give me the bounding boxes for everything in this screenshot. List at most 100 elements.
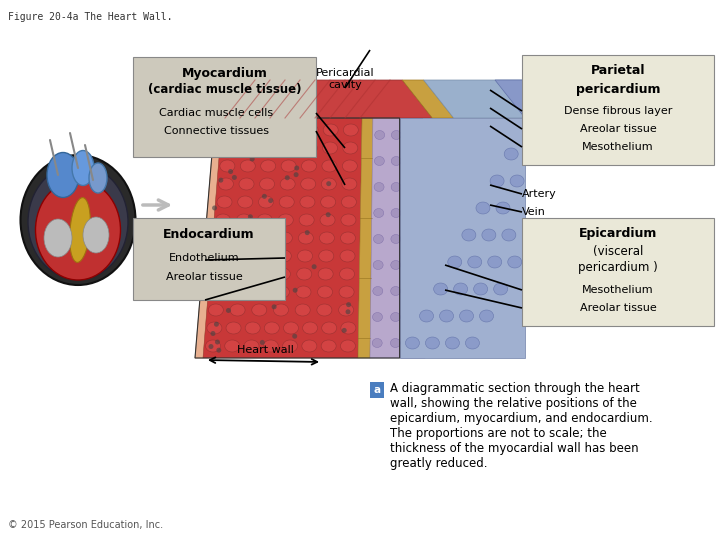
Ellipse shape bbox=[210, 286, 225, 298]
Ellipse shape bbox=[274, 304, 289, 316]
Ellipse shape bbox=[264, 340, 279, 352]
Text: Areolar tissue: Areolar tissue bbox=[166, 272, 243, 282]
Circle shape bbox=[292, 288, 297, 293]
Ellipse shape bbox=[426, 337, 439, 349]
Ellipse shape bbox=[47, 152, 79, 198]
Ellipse shape bbox=[254, 268, 269, 280]
Circle shape bbox=[250, 248, 255, 253]
Text: (cardiac muscle tissue): (cardiac muscle tissue) bbox=[148, 84, 301, 97]
Ellipse shape bbox=[282, 340, 297, 352]
Ellipse shape bbox=[408, 313, 418, 321]
Ellipse shape bbox=[494, 283, 508, 295]
Ellipse shape bbox=[391, 157, 401, 165]
Ellipse shape bbox=[302, 160, 317, 172]
Circle shape bbox=[246, 252, 251, 257]
Ellipse shape bbox=[408, 131, 418, 139]
Ellipse shape bbox=[322, 322, 337, 334]
Ellipse shape bbox=[240, 160, 256, 172]
Ellipse shape bbox=[320, 232, 334, 244]
Text: Mesothelium: Mesothelium bbox=[582, 142, 654, 152]
Text: Pericardial
cavity: Pericardial cavity bbox=[315, 68, 374, 90]
Polygon shape bbox=[495, 80, 554, 118]
Ellipse shape bbox=[35, 180, 120, 280]
Ellipse shape bbox=[283, 124, 298, 136]
Ellipse shape bbox=[321, 178, 336, 190]
Ellipse shape bbox=[433, 283, 448, 295]
Ellipse shape bbox=[342, 178, 357, 190]
Ellipse shape bbox=[448, 256, 462, 268]
Ellipse shape bbox=[299, 214, 314, 226]
Ellipse shape bbox=[28, 165, 128, 280]
Ellipse shape bbox=[340, 250, 355, 262]
Ellipse shape bbox=[338, 304, 354, 316]
Ellipse shape bbox=[295, 304, 310, 316]
Ellipse shape bbox=[462, 229, 476, 241]
Ellipse shape bbox=[70, 198, 90, 262]
Ellipse shape bbox=[242, 142, 256, 154]
Ellipse shape bbox=[391, 183, 401, 192]
Circle shape bbox=[235, 246, 240, 251]
Ellipse shape bbox=[302, 340, 317, 352]
Text: Cardiac muscle cells: Cardiac muscle cells bbox=[159, 108, 274, 118]
Ellipse shape bbox=[343, 124, 359, 136]
Ellipse shape bbox=[284, 322, 299, 334]
Ellipse shape bbox=[235, 232, 250, 244]
Ellipse shape bbox=[275, 268, 290, 280]
Ellipse shape bbox=[341, 196, 356, 208]
Ellipse shape bbox=[252, 304, 267, 316]
Ellipse shape bbox=[217, 196, 232, 208]
Circle shape bbox=[312, 264, 317, 269]
Circle shape bbox=[210, 331, 215, 336]
Ellipse shape bbox=[391, 208, 401, 218]
Ellipse shape bbox=[257, 214, 272, 226]
Ellipse shape bbox=[318, 286, 333, 298]
Ellipse shape bbox=[480, 310, 493, 322]
Ellipse shape bbox=[318, 268, 333, 280]
Ellipse shape bbox=[296, 286, 311, 298]
Ellipse shape bbox=[321, 340, 336, 352]
Ellipse shape bbox=[221, 142, 236, 154]
Ellipse shape bbox=[261, 160, 276, 172]
Ellipse shape bbox=[297, 250, 312, 262]
Ellipse shape bbox=[226, 322, 241, 334]
Ellipse shape bbox=[372, 339, 382, 348]
Ellipse shape bbox=[374, 157, 384, 165]
Ellipse shape bbox=[253, 286, 268, 298]
Ellipse shape bbox=[343, 142, 358, 154]
Ellipse shape bbox=[302, 322, 318, 334]
Ellipse shape bbox=[390, 313, 400, 321]
Ellipse shape bbox=[282, 142, 297, 154]
Polygon shape bbox=[203, 118, 362, 358]
Ellipse shape bbox=[474, 283, 487, 295]
Ellipse shape bbox=[274, 286, 289, 298]
Ellipse shape bbox=[225, 340, 240, 352]
Ellipse shape bbox=[44, 219, 72, 257]
Ellipse shape bbox=[256, 232, 271, 244]
Ellipse shape bbox=[408, 183, 418, 192]
Ellipse shape bbox=[230, 304, 245, 316]
Ellipse shape bbox=[408, 287, 418, 295]
Ellipse shape bbox=[323, 142, 338, 154]
Ellipse shape bbox=[482, 229, 496, 241]
Text: Endocardium: Endocardium bbox=[163, 228, 255, 241]
Text: Endothelium: Endothelium bbox=[168, 253, 239, 263]
Circle shape bbox=[232, 175, 237, 180]
Circle shape bbox=[209, 344, 214, 349]
Ellipse shape bbox=[207, 322, 222, 334]
Circle shape bbox=[292, 334, 297, 339]
FancyBboxPatch shape bbox=[370, 382, 384, 398]
Circle shape bbox=[294, 172, 299, 177]
Ellipse shape bbox=[373, 260, 383, 269]
Ellipse shape bbox=[342, 160, 357, 172]
Ellipse shape bbox=[218, 178, 233, 190]
Ellipse shape bbox=[373, 287, 383, 295]
Ellipse shape bbox=[392, 131, 401, 139]
Ellipse shape bbox=[390, 339, 400, 348]
Ellipse shape bbox=[341, 322, 356, 334]
Ellipse shape bbox=[446, 337, 459, 349]
Text: Heart wall: Heart wall bbox=[237, 345, 294, 355]
Polygon shape bbox=[358, 118, 373, 358]
Ellipse shape bbox=[280, 178, 295, 190]
Circle shape bbox=[325, 212, 330, 217]
Circle shape bbox=[226, 308, 231, 313]
